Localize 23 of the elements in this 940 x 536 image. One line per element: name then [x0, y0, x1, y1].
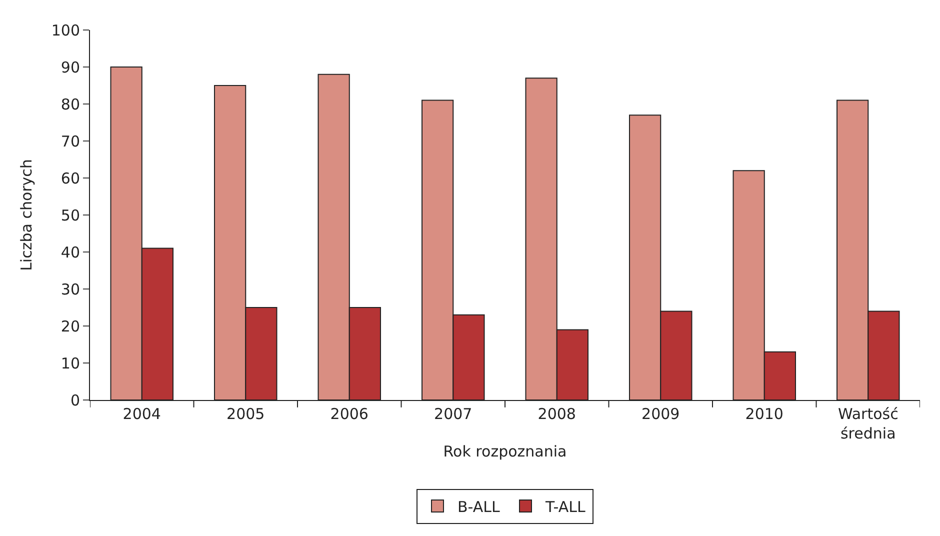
x-tick-label: 2009 — [642, 405, 680, 423]
y-tick-label: 90 — [60, 58, 80, 76]
legend-label: B-ALL — [458, 498, 500, 516]
x-tick-label: Wartość średnia — [838, 405, 898, 442]
x-tick-label: 2010 — [745, 405, 784, 423]
x-axis-title: Rok rozpoznania — [443, 442, 567, 460]
y-tick-label: 70 — [60, 132, 80, 150]
x-tick-label: 2007 — [434, 405, 472, 423]
x-tick-label: 2005 — [226, 405, 265, 423]
legend-label: T-ALL — [544, 498, 586, 516]
x-tick-label: 2006 — [330, 405, 368, 423]
y-axis-title: Liczba chorych — [18, 159, 36, 271]
y-tick-label: 80 — [60, 95, 80, 114]
y-tick-label: 50 — [60, 206, 80, 224]
x-tick-label: 2004 — [122, 405, 161, 423]
y-tick-label: 40 — [60, 243, 80, 262]
y-tick-label: 60 — [60, 169, 80, 188]
y-tick-label: 20 — [60, 317, 80, 336]
y-tick-label: 0 — [70, 391, 80, 410]
y-tick-label: 100 — [51, 21, 80, 40]
y-tick-label: 10 — [60, 354, 80, 372]
x-tick-label: 2008 — [538, 405, 576, 423]
y-tick-label: 30 — [60, 280, 80, 298]
